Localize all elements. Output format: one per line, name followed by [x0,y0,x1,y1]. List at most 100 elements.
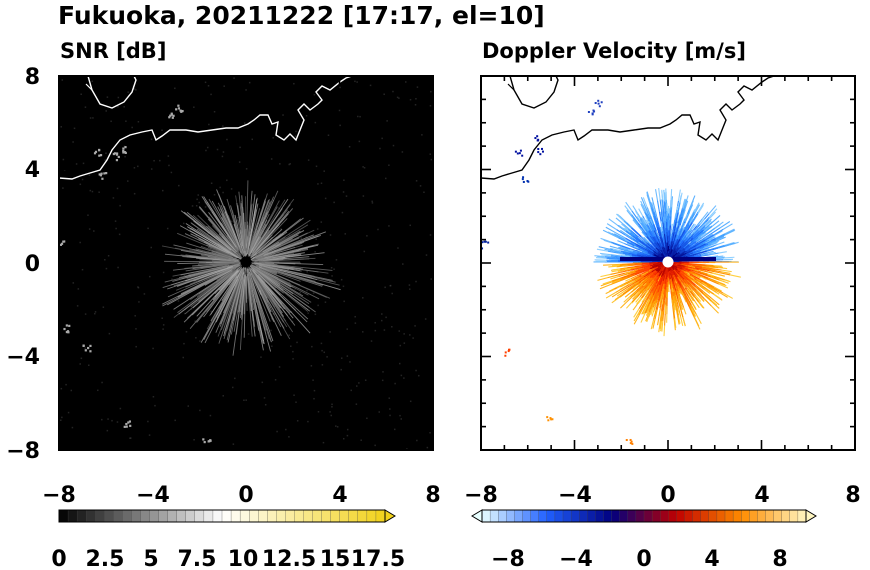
doppler-echo-streak [661,321,664,332]
snr-echo-streak [248,206,278,257]
noise-speck [354,80,356,83]
noise-speck [167,155,170,157]
snr-clutter-echo [105,172,108,175]
snr-echo-streak [252,274,285,329]
noise-speck [88,228,91,230]
noise-speck [80,357,83,360]
doppler-echo-streak [680,277,687,285]
doppler-echo-streak [641,251,646,254]
noise-speck [292,358,294,360]
noise-speck [313,397,315,400]
doppler-echo-streak [664,230,667,237]
doppler-clutter-echo [598,105,601,108]
doppler-echo-streak [675,300,678,307]
snr-echo-streak [204,269,232,286]
noise-speck [61,416,63,419]
doppler-echo-streak [673,305,676,313]
doppler-echo-streak [652,286,657,294]
doppler-echo-streak [673,265,678,269]
doppler-echo-streak [650,243,655,248]
snr-echo-streak [259,258,304,262]
doppler-echo-streak [695,264,702,267]
snr-echo-streak [256,239,273,254]
doppler-echo-streak [638,208,644,217]
doppler-echo-streak [682,284,686,289]
noise-speck [127,91,129,93]
doppler-clutter-echo [537,148,540,151]
doppler-echo-streak [672,236,675,242]
noise-speck [245,399,247,401]
noise-speck [105,110,107,112]
doppler-echo-streak [608,218,618,226]
doppler-echo-streak [647,264,654,267]
noise-speck [154,404,156,407]
doppler-echo-streak [708,208,718,218]
noise-speck [77,288,80,290]
noise-speck [105,152,107,154]
noise-speck [88,174,91,176]
doppler-echo-streak [677,189,681,202]
doppler-echo-streak [668,234,671,244]
doppler-echo-streak [695,237,702,243]
doppler-clutter-echo [551,418,554,421]
noise-speck [346,434,349,437]
doppler-echo-streak [645,252,650,256]
noise-speck [305,236,307,239]
doppler-echo-streak [683,271,688,275]
doppler-echo-streak [690,236,698,243]
snr-clutter-echo [98,173,101,176]
noise-speck [429,234,432,236]
noise-speck [243,399,245,402]
doppler-echo-streak [691,224,697,231]
doppler-echo-streak [695,251,701,254]
doppler-echo-streak [671,241,674,246]
doppler-echo-streak [606,257,617,260]
doppler-echo-streak [620,283,627,288]
snr-echo-streak [221,275,238,301]
doppler-echo-streak [679,288,683,293]
doppler-echo-streak [646,213,651,223]
noise-speck [118,233,121,236]
doppler-echo-streak [699,273,708,279]
doppler-echo-streak [651,281,656,287]
noise-speck [274,379,277,381]
doppler-echo-streak [631,275,640,281]
doppler-echo-streak [650,225,655,232]
doppler-echo-streak [656,200,660,213]
doppler-echo-streak [597,277,608,281]
colorbar-segment [122,509,132,523]
noise-speck [307,159,310,161]
doppler-panel-title: Doppler Velocity [m/s] [482,39,746,63]
noise-speck [305,114,308,117]
colorbar-segment [330,509,341,523]
doppler-echo-streak [695,236,702,242]
doppler-echo-streak [621,274,633,280]
doppler-echo-streak [661,210,664,223]
snr-clutter-echo [128,420,132,423]
noise-speck [355,403,358,405]
snr-clutter-echo [124,146,127,149]
doppler-echo-streak [627,281,637,288]
doppler-echo-streak [652,293,657,304]
doppler-echo-streak [709,270,720,274]
noise-speck [314,313,317,316]
snr-echo-streak [215,270,243,333]
noise-speck [419,185,422,187]
doppler-echo-streak [702,273,712,278]
doppler-echo-streak [679,272,689,281]
noise-speck [429,431,431,434]
noise-speck [101,418,103,421]
noise-speck [381,313,383,315]
doppler-echo-streak [672,244,677,251]
doppler-echo-streak [644,239,649,244]
doppler-echo-streak [700,233,707,239]
noise-speck [392,90,394,93]
doppler-clutter-echo [593,110,596,113]
doppler-echo-streak [698,267,710,272]
doppler-echo-streak [683,307,687,315]
noise-speck [336,426,339,428]
doppler-echo-streak [610,279,622,286]
noise-speck [379,147,381,150]
noise-speck [423,191,425,193]
doppler-echo-streak [693,295,699,303]
